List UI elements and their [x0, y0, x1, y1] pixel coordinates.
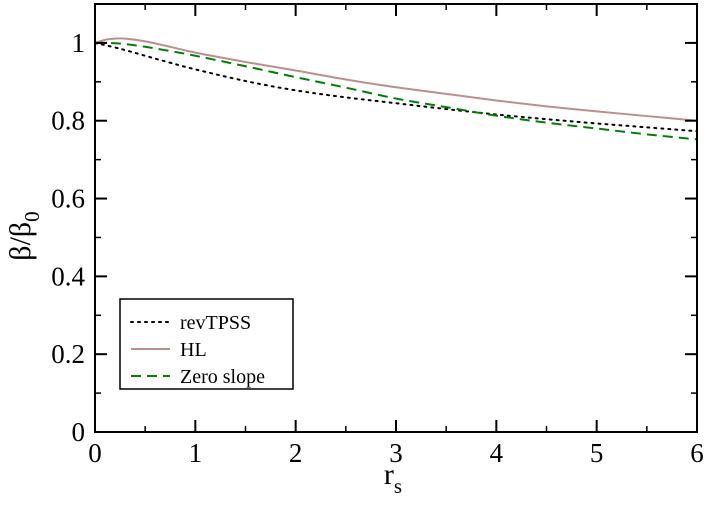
- y-axis-label-main: β/β: [4, 222, 37, 261]
- x-axis-label-subscript: s: [394, 474, 402, 498]
- series-line-hl: [94, 37, 698, 122]
- series-line-zero-slope: [94, 41, 698, 141]
- series-layer: [94, 37, 698, 141]
- y-tick-label: 0.8: [51, 106, 85, 136]
- y-tick-label: 0.6: [51, 184, 85, 214]
- x-axis-label-main: r: [384, 458, 394, 491]
- legend: revTPSS HL Zero slope: [119, 298, 294, 390]
- legend-label-revtpss: revTPSS: [180, 312, 251, 334]
- x-tick-label: 5: [590, 438, 604, 468]
- y-tick-label: 0: [72, 417, 86, 447]
- legend-label-hl: HL: [180, 339, 207, 361]
- y-tick-label: 0.2: [51, 339, 85, 369]
- y-tick-label: 1: [72, 28, 86, 58]
- legend-box: [119, 298, 294, 390]
- x-axis-label: rs: [384, 458, 402, 498]
- y-tick-label: 0.4: [51, 261, 85, 291]
- x-tick-label: 1: [189, 438, 203, 468]
- y-axis-label: β/β0: [4, 211, 44, 260]
- x-tick-label: 6: [690, 438, 704, 468]
- y-axis-label-subscript: 0: [20, 211, 44, 222]
- x-tick-label: 3: [389, 438, 403, 468]
- x-tick-label: 0: [88, 438, 102, 468]
- legend-label-zero-slope: Zero slope: [180, 366, 265, 388]
- x-tick-label: 2: [289, 438, 303, 468]
- x-tick-label: 4: [490, 438, 504, 468]
- ticks-layer: 0 1 2 3 4 5 6 0 0.2 0.4 0.6 0.8 1: [51, 3, 704, 468]
